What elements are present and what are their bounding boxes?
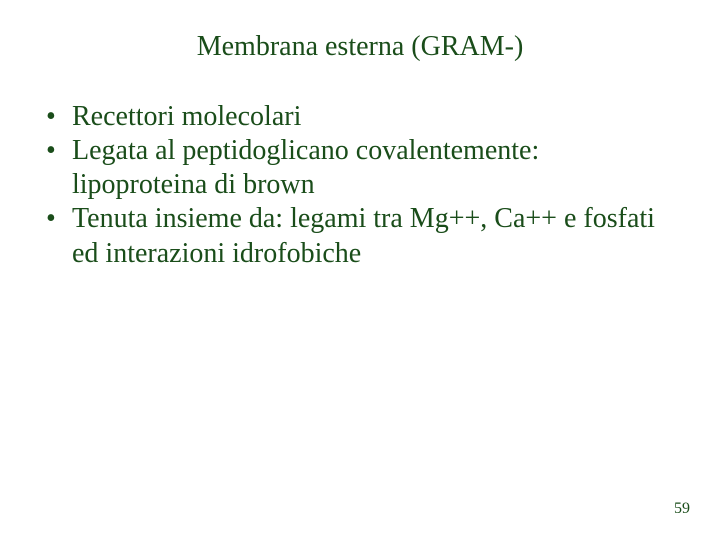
slide-body: Recettori molecolari Legata al peptidogl… xyxy=(42,100,678,271)
bullet-list: Recettori molecolari Legata al peptidogl… xyxy=(42,100,678,271)
page-number: 59 xyxy=(674,500,690,518)
slide: Membrana esterna (GRAM-) Recettori molec… xyxy=(0,0,720,540)
list-item: Recettori molecolari xyxy=(42,100,678,134)
slide-title: Membrana esterna (GRAM-) xyxy=(0,30,720,64)
list-item: Legata al peptidoglicano covalentemente:… xyxy=(42,134,678,202)
list-item: Tenuta insieme da: legami tra Mg++, Ca++… xyxy=(42,202,678,270)
